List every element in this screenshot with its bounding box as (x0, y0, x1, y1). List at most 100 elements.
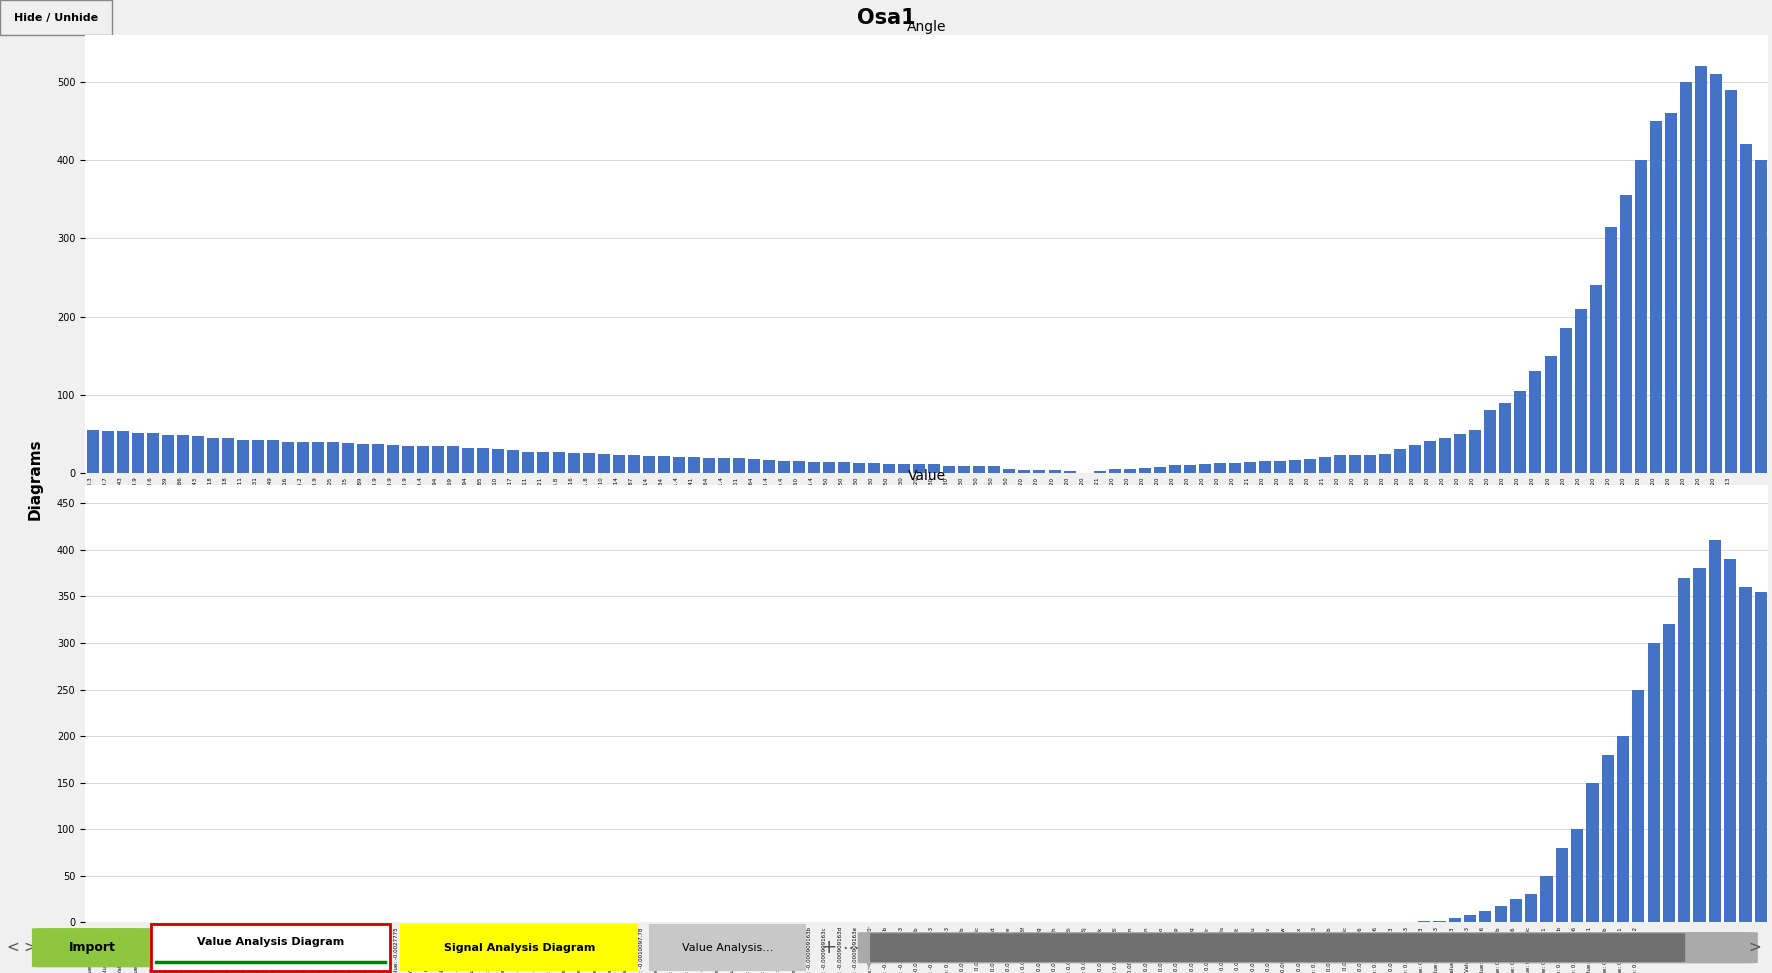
Bar (567, 453, 579, 473)
Bar (748, 459, 760, 473)
Bar (1093, 472, 1106, 473)
Bar (852, 463, 865, 473)
Bar (1559, 328, 1572, 473)
Bar (447, 447, 459, 473)
Bar (1620, 196, 1632, 473)
Text: <: < (5, 940, 19, 955)
Text: Osa1: Osa1 (856, 8, 916, 27)
Bar (643, 456, 654, 473)
Bar (342, 443, 354, 473)
Bar (358, 444, 369, 473)
Bar (1469, 430, 1481, 473)
Bar (1754, 161, 1767, 473)
Bar (613, 454, 626, 473)
Bar (1425, 442, 1437, 473)
Bar (1605, 227, 1616, 473)
Bar (1680, 82, 1692, 473)
Bar (1724, 559, 1737, 922)
Bar (882, 464, 895, 473)
Bar (1448, 918, 1460, 922)
Bar (1170, 465, 1180, 473)
Bar (1602, 755, 1614, 922)
Bar (237, 440, 248, 473)
Text: Value Analysis Diagram: Value Analysis Diagram (197, 937, 344, 947)
Bar (718, 458, 730, 473)
Text: >: > (23, 940, 37, 955)
Text: Hide / Unhide: Hide / Unhide (14, 13, 97, 22)
Bar (1364, 454, 1377, 473)
Bar (583, 453, 595, 473)
Bar (1318, 457, 1331, 473)
Bar (1304, 459, 1317, 473)
Bar (161, 435, 174, 473)
Bar (1556, 847, 1568, 922)
Bar (597, 453, 610, 473)
FancyBboxPatch shape (0, 0, 112, 35)
Bar (1694, 66, 1706, 473)
Bar (416, 446, 429, 473)
Bar (1109, 469, 1120, 473)
FancyBboxPatch shape (32, 928, 152, 967)
Bar (222, 439, 234, 473)
Bar (838, 462, 851, 473)
Bar (1678, 578, 1690, 922)
Bar (1480, 912, 1492, 922)
Bar (372, 445, 385, 473)
Bar (898, 464, 911, 473)
Bar (1288, 460, 1301, 473)
Text: >: > (1747, 940, 1761, 955)
Bar (657, 456, 670, 473)
Bar (553, 452, 565, 473)
Bar (1348, 455, 1361, 473)
Bar (1003, 469, 1015, 473)
Bar (1455, 434, 1467, 473)
Bar (673, 457, 684, 473)
Bar (973, 466, 985, 473)
Bar (282, 442, 294, 473)
Bar (147, 433, 159, 473)
FancyBboxPatch shape (151, 924, 390, 971)
Bar (734, 458, 744, 473)
Bar (1244, 461, 1256, 473)
Bar (808, 461, 820, 473)
Text: Import: Import (69, 941, 115, 955)
Bar (493, 450, 505, 473)
Bar (1545, 355, 1556, 473)
Text: ⋯: ⋯ (842, 939, 859, 956)
Bar (268, 440, 278, 473)
Bar (1724, 90, 1737, 473)
Bar (1648, 643, 1660, 922)
FancyBboxPatch shape (400, 924, 638, 971)
Bar (1049, 471, 1060, 473)
Bar (191, 436, 204, 473)
Bar (1139, 468, 1150, 473)
Bar (1740, 587, 1751, 922)
Text: Diagrams: Diagrams (28, 438, 43, 520)
Bar (1274, 461, 1286, 473)
Bar (1515, 391, 1526, 473)
Bar (328, 443, 338, 473)
Bar (989, 466, 1001, 473)
Bar (913, 464, 925, 473)
Bar (312, 443, 324, 473)
Bar (1214, 463, 1226, 473)
Bar (1710, 74, 1722, 473)
Bar (298, 442, 308, 473)
Bar (1499, 403, 1512, 473)
Text: Hide/unhide
diagram on demand!: Hide/unhide diagram on demand! (124, 171, 321, 210)
Bar (252, 440, 264, 473)
Bar (1379, 453, 1391, 473)
Title: Value: Value (907, 469, 946, 484)
Text: Signal Analysis Diagram: Signal Analysis Diagram (443, 943, 595, 953)
Bar (822, 462, 835, 473)
Bar (1754, 592, 1767, 922)
Bar (1033, 470, 1045, 473)
Bar (1485, 410, 1496, 473)
Bar (1664, 113, 1676, 473)
Bar (688, 457, 700, 473)
Bar (1434, 920, 1446, 922)
Bar (1586, 782, 1598, 922)
Bar (703, 458, 714, 473)
Bar (1184, 465, 1196, 473)
Bar (101, 431, 113, 473)
